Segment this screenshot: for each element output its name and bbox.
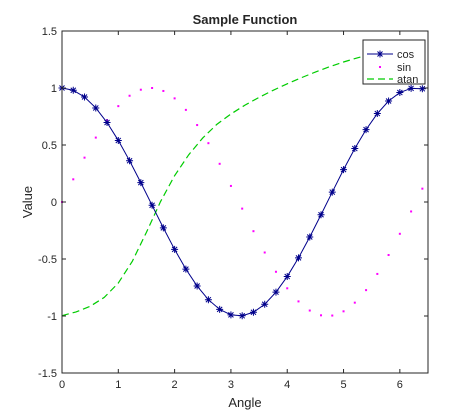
series-sin-point (387, 254, 390, 257)
y-tick-label: 1.5 (42, 26, 57, 38)
series-sin-point (342, 310, 345, 313)
y-axis-label: Value (20, 186, 35, 218)
series-cos-marker (204, 296, 212, 304)
series-cos-marker (396, 89, 404, 97)
legend-swatch-sin (379, 66, 381, 68)
legend-marker-cos (376, 50, 384, 58)
x-tick-label: 1 (115, 379, 121, 391)
x-axis: 0 1 2 3 4 5 6 (59, 31, 403, 391)
legend-box (362, 39, 426, 85)
legend-entry-atan[interactable]: atan (367, 74, 418, 86)
legend-label: cos (397, 49, 415, 61)
series-sin-point (398, 232, 401, 235)
series-cos-marker (193, 282, 201, 290)
series-sin-point (207, 142, 210, 145)
series-cos-marker (362, 126, 370, 134)
y-tick-label: -1.5 (38, 368, 57, 380)
series-cos-marker (294, 254, 302, 262)
series-cos-marker (328, 188, 336, 196)
series-cos-marker (249, 308, 257, 316)
series-sin-point (196, 124, 199, 127)
series-sin-point (365, 289, 368, 292)
series-sin-point (353, 301, 356, 304)
series-sin-point (173, 97, 176, 100)
y-axis: -1.5 -1 -0.5 0 0.5 1 1.5 (38, 26, 428, 380)
legend-label: atan (397, 74, 418, 86)
x-tick-label: 3 (228, 379, 234, 391)
x-tick-label: 5 (340, 379, 346, 391)
x-tick-label: 2 (172, 379, 178, 391)
series-cos-marker (182, 265, 190, 273)
series-sin-point (376, 272, 379, 275)
series-cos-marker (171, 245, 179, 253)
y-tick-label: -0.5 (38, 254, 57, 266)
series-cos-marker (216, 305, 224, 313)
series-cos-marker (114, 136, 122, 144)
x-tick-label: 6 (397, 379, 403, 391)
chart-title: Sample Function (193, 12, 298, 27)
series-sin-point (128, 94, 131, 97)
series-sin-point (274, 270, 277, 273)
y-tick-label: 0 (51, 197, 57, 209)
series-sin-point (308, 309, 311, 312)
series-sin-point (139, 88, 142, 91)
series-sin-point (83, 156, 86, 159)
series-cos-marker (92, 104, 100, 112)
series-sin-point (252, 230, 255, 233)
x-axis-label: Angle (228, 395, 261, 410)
series-cos-marker (373, 110, 381, 118)
legend-entry-sin[interactable]: sin (379, 62, 411, 74)
series-sin-point (184, 108, 187, 111)
series-cos-marker (407, 84, 415, 92)
series-sin-point (72, 178, 75, 181)
legend-label: sin (397, 62, 411, 74)
series-sin-point (297, 300, 300, 303)
series-sin-point (218, 162, 221, 165)
series-sin-point (229, 184, 232, 187)
series-cos-marker (81, 93, 89, 101)
series-sin-point (162, 89, 165, 92)
series-cos-marker (159, 224, 167, 232)
series-sin-point (410, 210, 413, 213)
series-sin-point (421, 187, 424, 190)
series-sin-point (241, 207, 244, 210)
series-sin-point (94, 136, 97, 139)
series-sin-point (320, 314, 323, 317)
series-cos-marker (238, 312, 246, 320)
series-cos-marker (103, 119, 111, 127)
series-cos-marker (340, 166, 348, 174)
x-tick-label: 4 (284, 379, 290, 391)
series-cos-marker (351, 145, 359, 153)
series-cos-marker (418, 85, 426, 93)
series-cos-marker (261, 300, 269, 308)
y-tick-label: 1 (51, 83, 57, 95)
series-sin-point (117, 105, 120, 108)
series-cos-marker (137, 179, 145, 187)
series-cos-marker (69, 86, 77, 94)
series-sin-point (263, 251, 266, 254)
x-tick-label: 0 (59, 379, 65, 391)
series-cos-marker (148, 201, 156, 209)
y-tick-label: 0.5 (42, 140, 57, 152)
series-sin-point (331, 314, 334, 317)
series-cos-marker (317, 211, 325, 219)
series-cos-marker (126, 157, 134, 165)
series-cos-marker (272, 288, 280, 296)
legend-entry-cos[interactable]: cos (367, 49, 415, 61)
series-cos-marker (306, 233, 314, 241)
y-tick-label: -1 (47, 311, 57, 323)
series-cos-marker (385, 97, 393, 105)
series-cos-marker (227, 311, 235, 319)
series-sin-point (151, 87, 154, 89)
series-sin-point (286, 287, 289, 290)
series-cos-marker (283, 273, 291, 281)
